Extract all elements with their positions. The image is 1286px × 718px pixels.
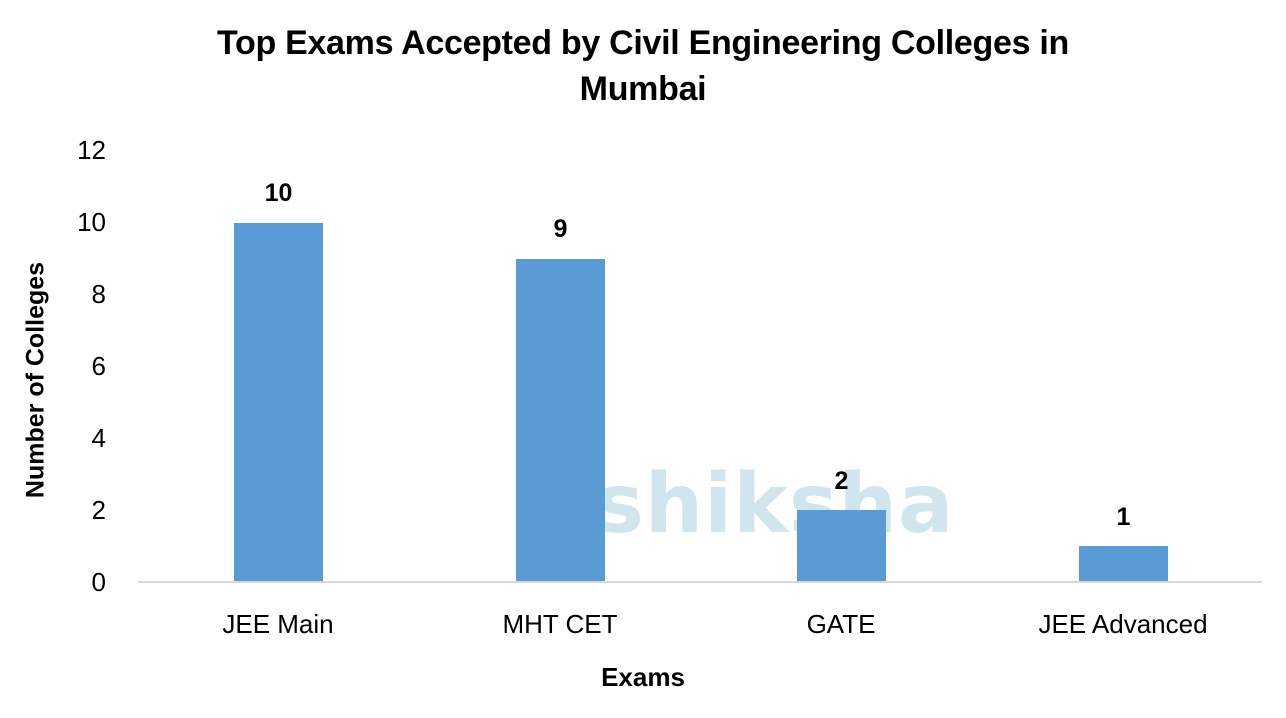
bar-gate bbox=[797, 510, 886, 582]
y-tick: 8 bbox=[91, 279, 106, 309]
x-tick: GATE bbox=[806, 609, 876, 639]
x-tick: JEE Main bbox=[222, 609, 334, 639]
y-tick: 2 bbox=[91, 495, 106, 525]
x-tick: JEE Advanced bbox=[1038, 609, 1208, 639]
bar-jee-main bbox=[234, 223, 323, 582]
data-label: 10 bbox=[264, 179, 293, 207]
x-axis-line bbox=[138, 581, 1262, 583]
watermark-text: shiksha bbox=[595, 457, 955, 552]
y-tick: 6 bbox=[91, 351, 106, 381]
chart-title: Top Exams Accepted by Civil Engineering … bbox=[143, 20, 1143, 112]
data-label: 9 bbox=[553, 215, 568, 243]
bar-mht-cet bbox=[516, 259, 605, 582]
data-label: 1 bbox=[1116, 503, 1131, 531]
bar-jee-advanced bbox=[1079, 546, 1168, 582]
y-tick: 12 bbox=[77, 135, 106, 165]
y-axis-label: Number of Colleges bbox=[21, 261, 50, 499]
x-axis-label: Exams bbox=[601, 662, 685, 692]
data-label: 2 bbox=[834, 467, 849, 495]
chart-title-line-1: Top Exams Accepted by Civil Engineering … bbox=[217, 24, 1069, 62]
chart-title-line-2: Mumbai bbox=[579, 70, 707, 108]
y-tick: 4 bbox=[91, 423, 106, 453]
x-tick: MHT CET bbox=[502, 609, 618, 639]
y-tick: 0 bbox=[91, 567, 106, 597]
y-tick: 10 bbox=[77, 207, 106, 237]
